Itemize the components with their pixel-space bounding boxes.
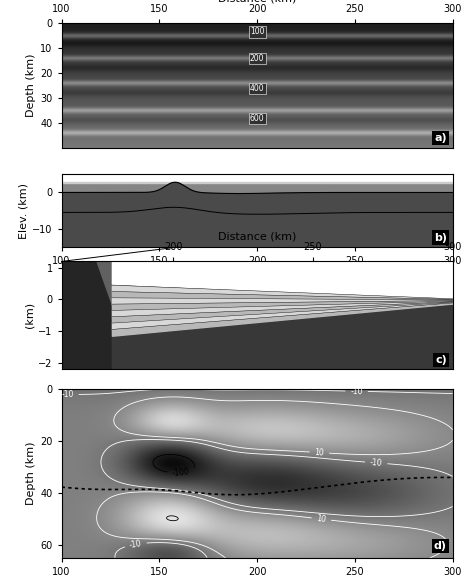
- Text: 200: 200: [250, 53, 264, 63]
- Text: 600: 600: [250, 114, 264, 123]
- X-axis label: Distance (km): Distance (km): [218, 0, 296, 3]
- Text: 100: 100: [250, 27, 264, 37]
- Text: d): d): [434, 541, 447, 551]
- Text: -10: -10: [350, 386, 363, 396]
- Y-axis label: (km): (km): [24, 302, 34, 328]
- Text: 400: 400: [250, 84, 264, 93]
- Text: -10: -10: [370, 458, 383, 468]
- Text: -10: -10: [129, 539, 143, 550]
- Text: 10: 10: [316, 514, 327, 524]
- Y-axis label: Depth (km): Depth (km): [26, 54, 36, 117]
- Text: -10: -10: [61, 390, 73, 399]
- Text: c): c): [435, 354, 447, 365]
- Text: 10: 10: [314, 448, 324, 457]
- Y-axis label: Elev. (km): Elev. (km): [18, 182, 28, 239]
- Text: a): a): [434, 133, 447, 143]
- Y-axis label: Depth (km): Depth (km): [26, 442, 36, 505]
- Text: b): b): [434, 232, 447, 243]
- Text: -100: -100: [172, 467, 190, 478]
- X-axis label: Distance (km): Distance (km): [218, 232, 296, 242]
